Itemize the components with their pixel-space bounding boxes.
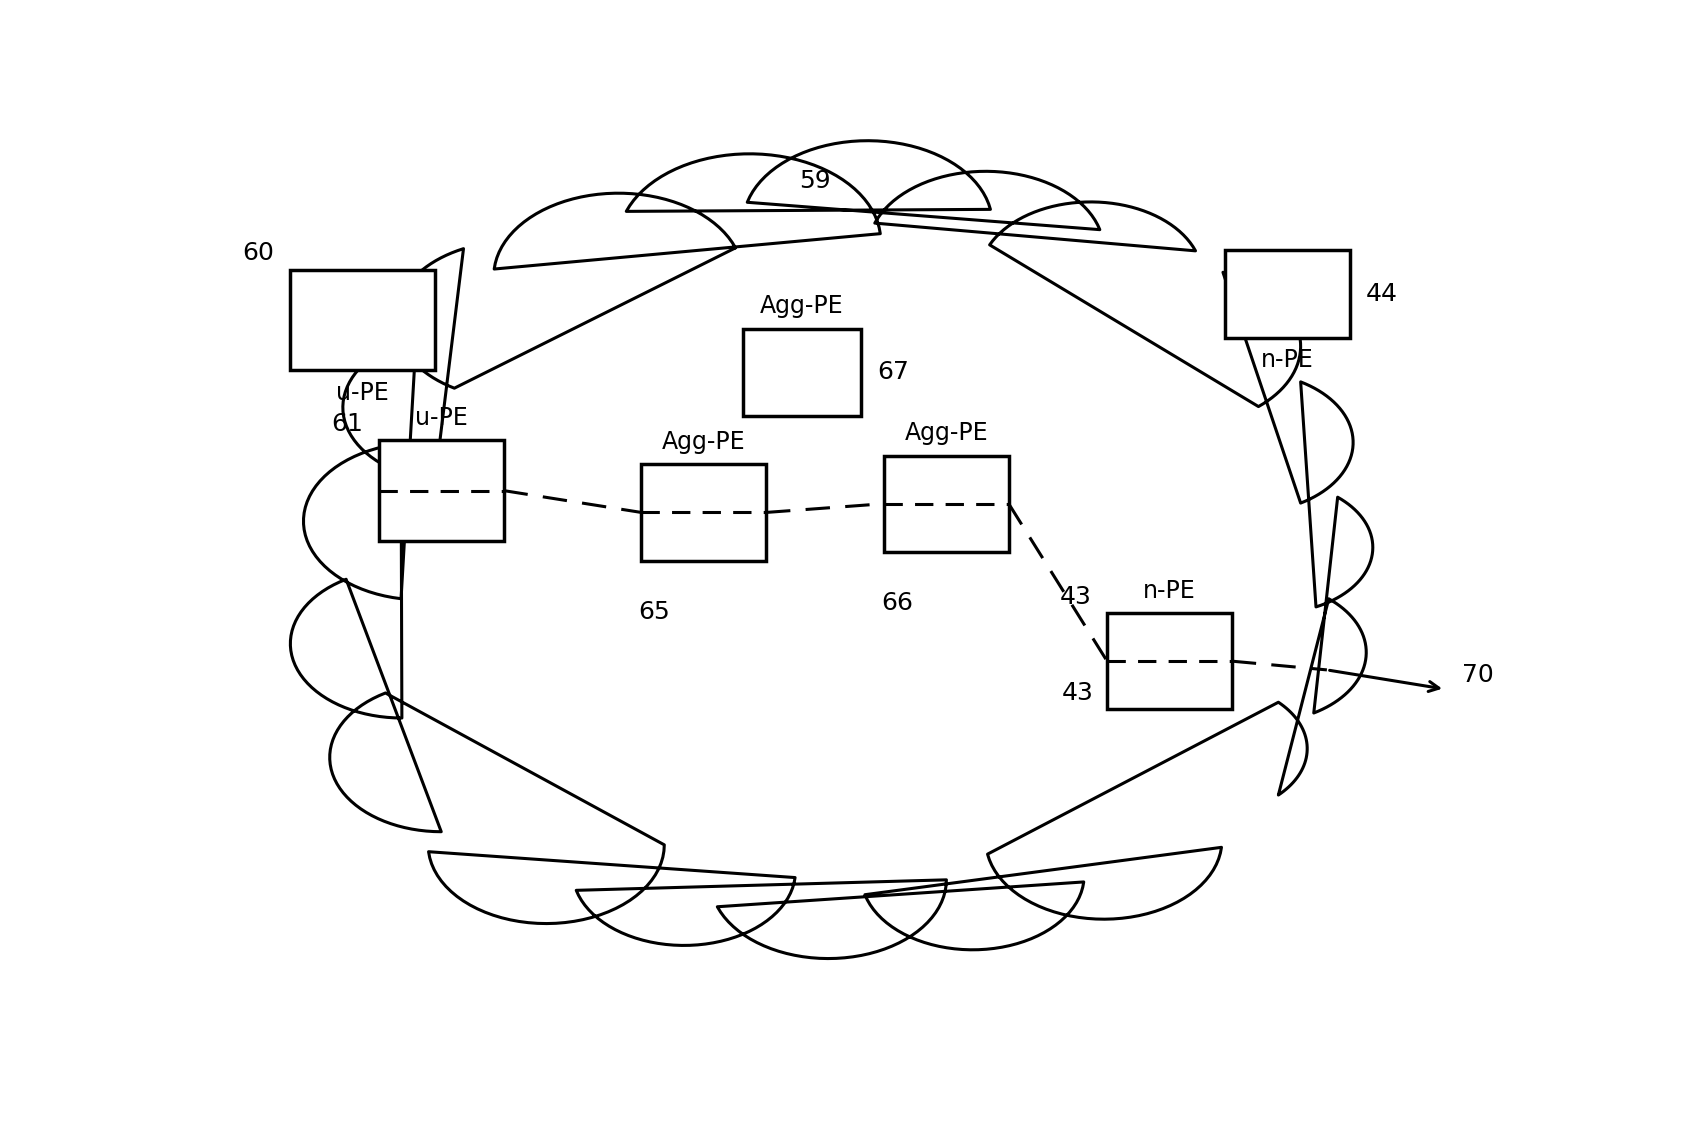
Text: 61: 61 bbox=[332, 412, 364, 436]
Text: 60: 60 bbox=[242, 241, 274, 266]
Text: 67: 67 bbox=[877, 360, 909, 384]
Text: u-PE: u-PE bbox=[337, 381, 389, 404]
Text: 65: 65 bbox=[638, 600, 670, 624]
Text: 59: 59 bbox=[799, 169, 831, 193]
Text: 43: 43 bbox=[1060, 585, 1092, 609]
Text: 70: 70 bbox=[1463, 663, 1493, 687]
Text: Agg-PE: Agg-PE bbox=[662, 429, 745, 454]
Text: Agg-PE: Agg-PE bbox=[904, 421, 989, 445]
Bar bbox=[379, 441, 503, 541]
Bar bbox=[884, 456, 1009, 552]
Text: 44: 44 bbox=[1366, 282, 1398, 306]
Text: 66: 66 bbox=[880, 591, 913, 616]
Polygon shape bbox=[291, 141, 1373, 959]
Bar bbox=[291, 269, 435, 370]
Bar bbox=[1226, 250, 1349, 337]
Bar bbox=[1107, 613, 1233, 709]
Bar bbox=[743, 328, 862, 416]
Text: n-PE: n-PE bbox=[1143, 578, 1195, 602]
Text: n-PE: n-PE bbox=[1261, 348, 1314, 371]
Text: Agg-PE: Agg-PE bbox=[760, 294, 843, 318]
Text: 43: 43 bbox=[1062, 680, 1094, 704]
Bar bbox=[642, 465, 765, 560]
Text: u-PE: u-PE bbox=[415, 406, 467, 429]
